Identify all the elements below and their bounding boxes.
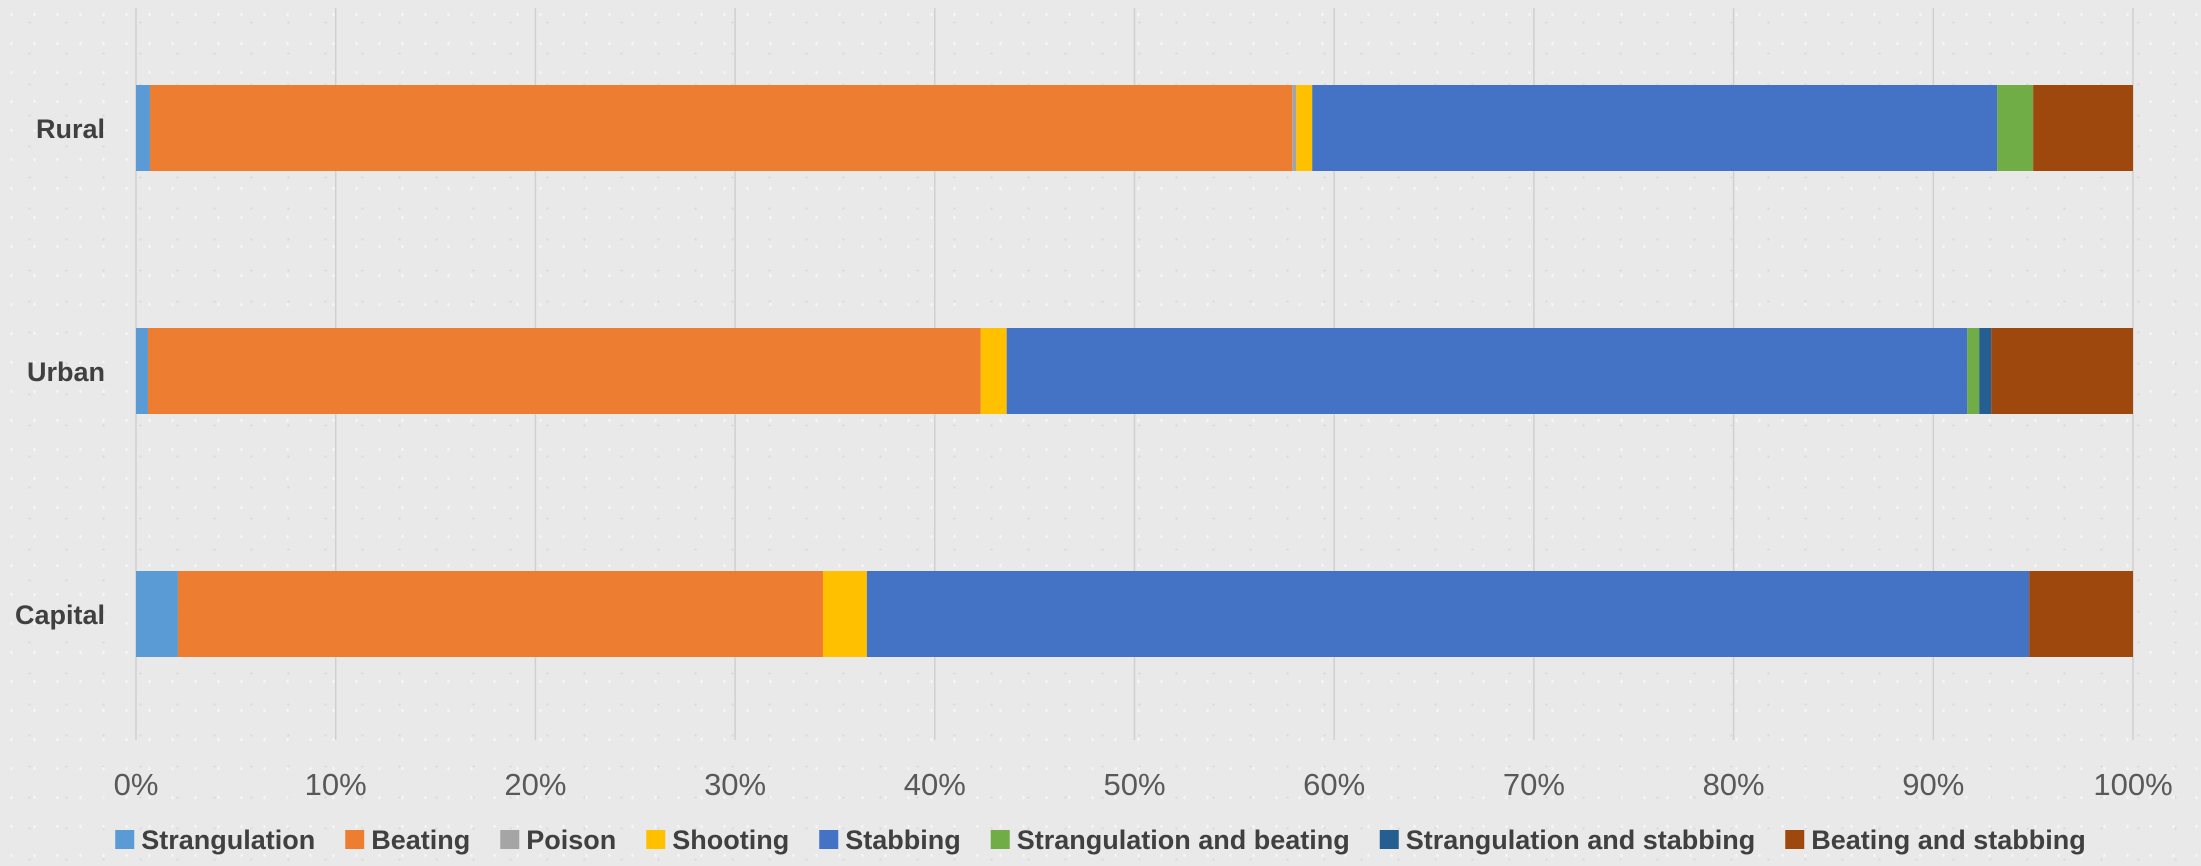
legend: Strangulation Beating Poison Shooting Stabbi…: [115, 825, 2086, 855]
bar-urban-beating-and-stabbing: [1991, 328, 2133, 414]
bar-rural-beating: [149, 85, 1293, 171]
bar-capital-stabbing: [866, 571, 2030, 657]
category-label-capital: Capital: [15, 600, 105, 630]
legend-swatch-strangulation-and-stabbing: [1379, 830, 1399, 849]
bar-urban-strangulation-and-stabbing: [1979, 328, 1992, 414]
legend-swatch-beating-and-stabbing: [1785, 830, 1805, 849]
bar-rural-strangulation-and-beating: [1997, 85, 2034, 171]
legend-swatch-beating: [345, 830, 365, 849]
x-tick-label-70: 70%: [1503, 767, 1565, 802]
x-tick-label-60: 60%: [1303, 767, 1365, 802]
x-tick-label-10: 10%: [305, 767, 367, 802]
x-tick-label-20: 20%: [504, 767, 566, 802]
bar-urban-strangulation: [136, 328, 148, 414]
x-tick-label-50: 50%: [1103, 767, 1165, 802]
legend-item-strangulation-and-stabbing: Strangulation and stabbing: [1379, 825, 1756, 855]
category-labels: Rural Urban Capital: [15, 114, 105, 630]
bar-capital-strangulation: [136, 571, 178, 657]
legend-item-strangulation-and-beating: Strangulation and beating: [990, 825, 1350, 855]
bar-rural-strangulation: [136, 85, 150, 171]
legend-swatch-poison: [500, 830, 520, 849]
bar-capital-shooting: [822, 571, 867, 657]
x-axis-ticks: 0% 10% 20% 30% 40% 50% 60% 70% 80% 90% 100%: [114, 767, 2173, 802]
bar-urban-shooting: [980, 328, 1007, 414]
x-tick-label-0: 0%: [114, 767, 159, 802]
legend-item-stabbing: Stabbing: [819, 825, 961, 855]
bar-rural-stabbing: [1312, 85, 1998, 171]
legend-label-poison: Poison: [526, 825, 616, 855]
legend-item-beating-and-stabbing: Beating and stabbing: [1785, 825, 2086, 855]
bar-urban-strangulation-and-beating: [1967, 328, 1980, 414]
bar-rural-poison: [1292, 85, 1297, 171]
legend-label-beating: Beating: [371, 825, 470, 855]
legend-swatch-strangulation: [115, 830, 135, 849]
legend-label-shooting: Shooting: [672, 825, 789, 855]
x-tick-label-100: 100%: [2093, 767, 2172, 802]
x-tick-label-30: 30%: [704, 767, 766, 802]
category-label-urban: Urban: [27, 357, 105, 387]
legend-item-shooting: Shooting: [646, 825, 789, 855]
legend-label-stabbing: Stabbing: [845, 825, 961, 855]
legend-label-strangulation: Strangulation: [141, 825, 315, 855]
legend-swatch-strangulation-and-beating: [990, 830, 1010, 849]
legend-item-strangulation: Strangulation: [115, 825, 315, 855]
legend-item-poison: Poison: [500, 825, 616, 855]
bar-rural-shooting: [1296, 85, 1313, 171]
legend-item-beating: Beating: [345, 825, 470, 855]
legend-swatch-shooting: [646, 830, 666, 849]
legend-swatch-stabbing: [819, 830, 839, 849]
x-tick-label-40: 40%: [904, 767, 966, 802]
bar-rural-beating-and-stabbing: [2033, 85, 2133, 171]
category-label-rural: Rural: [36, 114, 105, 144]
legend-label-beating-and-stabbing: Beating and stabbing: [1811, 825, 2086, 855]
x-tick-label-90: 90%: [1902, 767, 1964, 802]
legend-label-strangulation-and-stabbing: Strangulation and stabbing: [1406, 825, 1756, 855]
bar-capital-beating-and-stabbing: [2029, 571, 2133, 657]
bar-segments: [136, 85, 2133, 657]
bar-capital-beating: [177, 571, 823, 657]
bar-urban-beating: [147, 328, 981, 414]
bar-urban-stabbing: [1006, 328, 1968, 414]
legend-label-strangulation-and-beating: Strangulation and beating: [1017, 825, 1350, 855]
x-tick-label-80: 80%: [1703, 767, 1765, 802]
